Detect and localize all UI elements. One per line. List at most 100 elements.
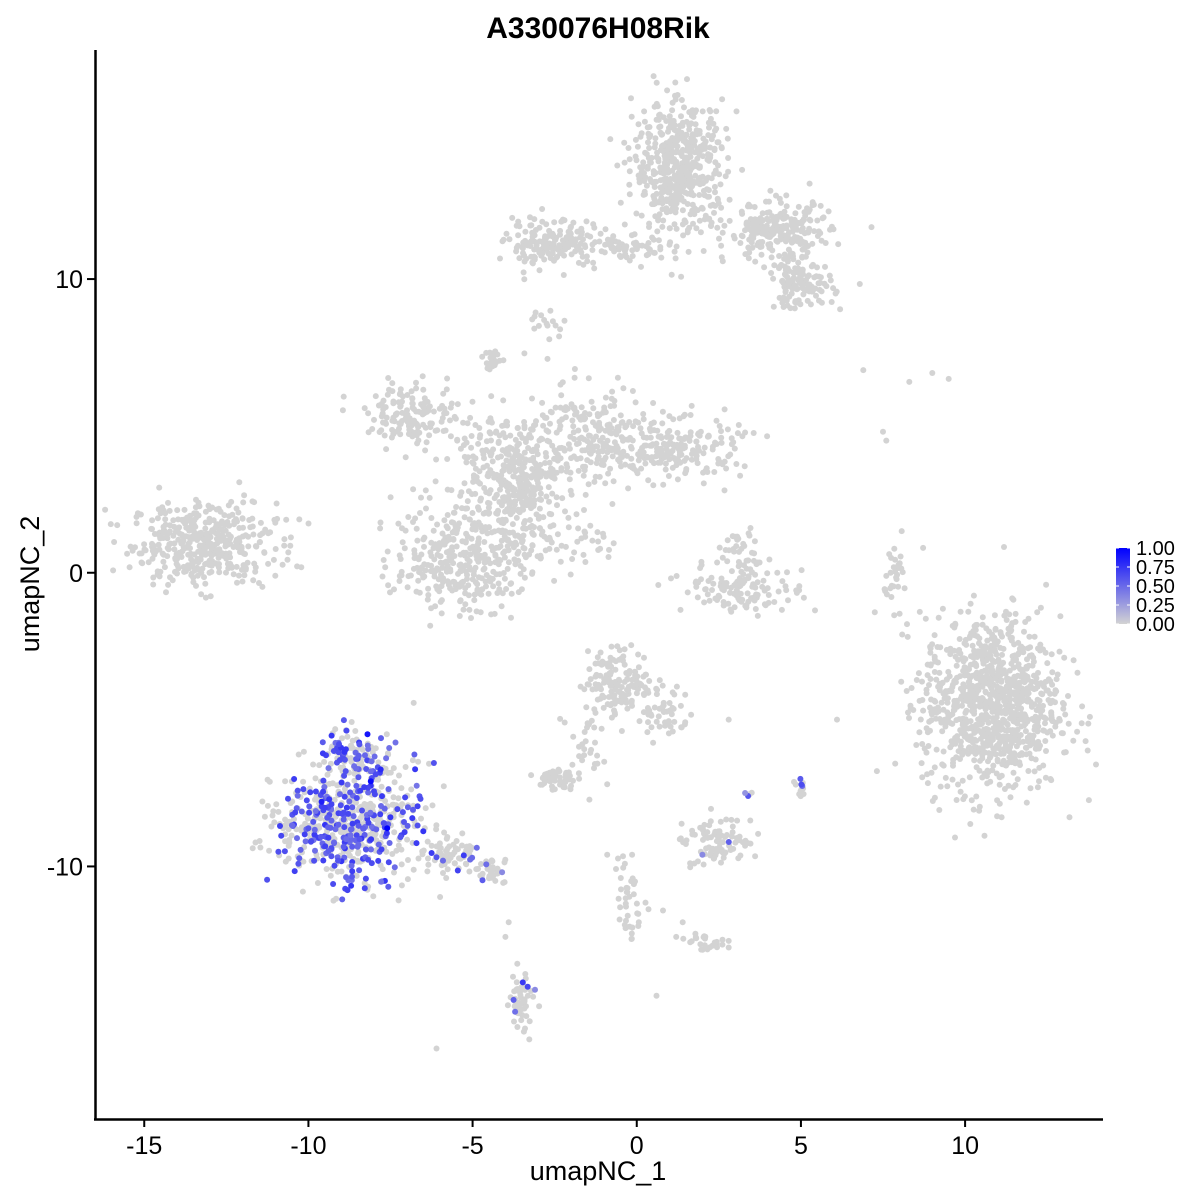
cell-point (567, 469, 574, 476)
cell-point (396, 420, 403, 427)
cell-point (215, 564, 222, 571)
cell-point (441, 517, 448, 524)
cell-point (156, 546, 163, 553)
cell-point (708, 805, 714, 812)
cell-point (755, 830, 762, 837)
cell-point (241, 492, 248, 499)
cell-point (197, 556, 204, 563)
cell-point (970, 654, 977, 661)
cell-point (638, 212, 645, 219)
cell-point (561, 252, 567, 259)
cell-point (648, 178, 655, 185)
cell-point (951, 678, 958, 685)
cell-point (719, 936, 726, 943)
cell-point (537, 485, 544, 492)
cell-point (434, 521, 441, 528)
cell-point (464, 505, 471, 512)
cell-point (685, 146, 691, 153)
cell-point (406, 415, 413, 422)
cell-point (1034, 609, 1041, 616)
cell-point (715, 592, 722, 599)
cell-point (136, 550, 143, 557)
cell-point (529, 466, 536, 472)
cell-point (384, 548, 391, 555)
cell-point (509, 458, 515, 465)
cell-point (438, 571, 444, 578)
cell-point (625, 436, 632, 443)
cell-point (493, 471, 500, 478)
cell-point (697, 174, 704, 181)
cell-point (528, 772, 535, 779)
cell-point (450, 519, 457, 526)
cell-point (955, 656, 961, 663)
cell-point (401, 545, 408, 552)
cell-point (286, 837, 293, 843)
cell-point (156, 573, 163, 580)
cell-point (616, 458, 623, 465)
cell-point (582, 491, 589, 498)
cell-point (718, 204, 725, 211)
cell-point (888, 582, 895, 589)
cell-point (398, 846, 405, 853)
cell-point (621, 159, 628, 166)
cell-point (565, 441, 572, 448)
cell-point (489, 458, 496, 465)
cell-point (583, 218, 590, 225)
cell-point (321, 758, 328, 765)
cell-point (259, 583, 266, 590)
cell-point (979, 683, 986, 690)
cell-point (223, 569, 229, 576)
cell-point (1025, 615, 1032, 622)
cell-point (624, 452, 630, 459)
cell-point (150, 542, 157, 549)
cell-point (1009, 620, 1016, 627)
cell-point (252, 543, 259, 550)
cell-point (1042, 774, 1049, 781)
cell-point (549, 490, 556, 497)
cell-point (126, 564, 133, 571)
cell-point (656, 677, 663, 684)
cell-point (684, 76, 690, 83)
cell-point (396, 578, 403, 584)
cell-point (636, 718, 643, 725)
cell-point (663, 434, 670, 440)
cell-point (417, 510, 423, 516)
cell-point (540, 422, 547, 429)
cell-point (963, 748, 969, 755)
cell-point (537, 472, 544, 479)
cell-point (1047, 728, 1054, 735)
cell-point (628, 445, 635, 452)
cell-point (741, 463, 748, 470)
cell-point (451, 509, 458, 516)
cell-point (673, 462, 680, 469)
cell-point (497, 557, 504, 564)
cell-point (519, 539, 525, 546)
cell-point (461, 552, 468, 559)
cell-point (578, 225, 585, 232)
cell-point (440, 428, 447, 434)
cell-point (460, 419, 467, 426)
cell-point (725, 937, 732, 944)
cell-point (559, 495, 566, 502)
cell-point (630, 423, 637, 430)
cell-point (521, 998, 528, 1005)
cell-point (250, 577, 257, 584)
cell-point (484, 530, 491, 537)
cell-point (694, 460, 701, 467)
cell-point (707, 144, 714, 151)
cell-point (576, 775, 583, 782)
cell-point (506, 464, 512, 471)
cell-point (688, 120, 695, 127)
cell-point (1074, 669, 1081, 676)
cell-point (526, 1036, 533, 1043)
cell-point (707, 202, 714, 209)
cell-point (365, 410, 372, 417)
cell-point (783, 203, 790, 210)
cell-point (410, 565, 417, 572)
cell-point (739, 166, 746, 173)
cell-point (282, 858, 289, 865)
cell-point (633, 246, 640, 253)
cell-point (897, 553, 904, 560)
cell-point (229, 511, 236, 518)
cell-point (595, 453, 602, 460)
